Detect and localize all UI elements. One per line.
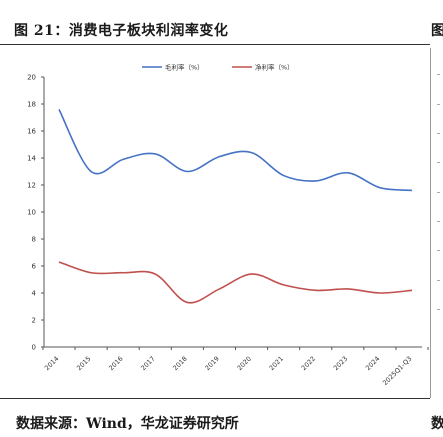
x-tick-label: 2021 (268, 355, 285, 372)
bottom-rule (0, 398, 430, 399)
y-tick-label: 20 (27, 74, 36, 82)
x-tick-label: 2024 (364, 355, 381, 372)
legend-gross-margin-label: 毛利率（%） (165, 63, 204, 72)
top-rule (0, 44, 430, 45)
x-tick-label: 2015 (75, 355, 92, 372)
chart-axes (43, 77, 422, 348)
next-source-note: 数 (431, 416, 443, 432)
x-tick-label: 2014 (43, 355, 60, 372)
y-tick-label: 6 (32, 263, 37, 271)
data-source-note: 数据来源：Wind，华龙证券研究所 (16, 416, 239, 432)
y-axis-ticks: 0 2 4 6 8 10 12 14 16 18 20 (27, 74, 44, 352)
y-tick-label: 10 (27, 209, 36, 217)
x-tick-label: 2018 (171, 355, 188, 372)
x-tick-label: 2020 (236, 355, 253, 372)
x-tick-label: 2025Q1-Q3 (381, 355, 413, 387)
y-tick-label: 8 (32, 236, 36, 244)
x-tick-label: 2019 (204, 355, 221, 372)
y-tick-label: 4 (32, 290, 37, 298)
x-tick-label: 2017 (139, 355, 156, 372)
chart-series (58, 109, 413, 304)
y-tick-label: 0 (32, 344, 36, 352)
x-tick-label: 2016 (107, 355, 124, 372)
y-tick-label: 14 (27, 155, 36, 163)
y-tick-label: 12 (27, 182, 36, 190)
panel-divider (430, 48, 431, 398)
y-tick-label: 2 (32, 317, 36, 325)
figure-title: 图 21：消费电子板块利润率变化 (14, 23, 229, 39)
y-tick-label: 18 (27, 101, 36, 109)
gross-margin-line (58, 109, 413, 192)
x-tick-label: 2022 (300, 355, 317, 372)
next-figure-title: 图 (431, 23, 443, 39)
y-tick-label: 16 (27, 128, 36, 136)
net-margin-line (58, 261, 413, 304)
x-axis-ticks: 2014 2015 2016 2017 2018 2019 2020 2021 2022 2023… (42, 347, 429, 387)
x-tick-label: 2023 (332, 355, 349, 372)
chart-legend: 毛利率（%） 净利率（%） (142, 63, 294, 72)
legend-net-margin-label: 净利率（%） (255, 63, 294, 72)
